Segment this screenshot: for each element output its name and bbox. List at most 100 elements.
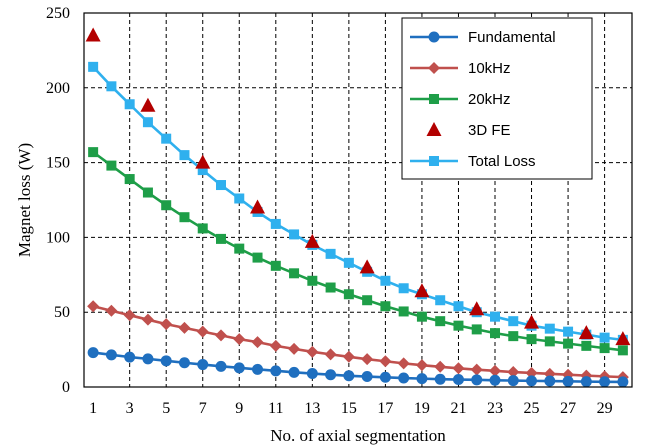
x-tick-label: 1 — [89, 400, 97, 417]
data-point-total-loss — [216, 180, 226, 191]
legend-box — [401, 17, 593, 180]
data-point-fundamental — [361, 371, 373, 383]
data-point-fundamental — [434, 373, 446, 385]
legend: Fundamental 10kHz 20kHz 3D FE Total Loss — [401, 17, 593, 180]
data-point-20khz — [453, 320, 464, 331]
data-point-fundamental — [416, 373, 428, 385]
data-point-3d-fe — [85, 27, 101, 42]
data-point-20khz — [307, 275, 318, 286]
data-point-20khz — [398, 306, 409, 317]
series-3d-fe — [85, 27, 631, 346]
data-point-10khz — [525, 366, 538, 379]
data-point-10khz — [105, 304, 118, 317]
data-point-20khz — [106, 160, 117, 171]
data-point-10khz — [361, 353, 374, 366]
data-point-fundamental — [233, 362, 245, 374]
data-point-10khz — [415, 359, 428, 372]
data-point-fundamental — [270, 365, 282, 377]
x-tick-label: 17 — [377, 400, 393, 417]
data-point-10khz — [434, 360, 447, 373]
data-point-total-loss — [88, 61, 99, 72]
legend-item-3d-fe: 3D FE — [426, 122, 511, 139]
legend-item-fundamental: Fundamental — [410, 29, 556, 46]
x-tick-label: 13 — [304, 400, 320, 417]
data-point-fundamental — [160, 355, 172, 367]
plot-frame — [83, 12, 633, 388]
data-point-total-loss — [435, 295, 446, 306]
data-point-total-loss — [398, 283, 409, 294]
series-fundamental — [87, 347, 629, 388]
data-point-20khz — [142, 187, 153, 198]
data-point-3d-fe — [140, 97, 156, 112]
data-point-fundamental — [471, 374, 483, 386]
data-point-10khz — [141, 313, 154, 326]
x-axis-label: No. of axial segmentation — [270, 426, 446, 445]
data-point-20khz — [270, 260, 281, 271]
x-tick-label: 21 — [450, 400, 466, 417]
data-point-total-loss — [599, 332, 610, 343]
legend-swatch-marker — [428, 62, 440, 74]
data-point-fundamental — [124, 351, 136, 363]
data-point-total-loss — [161, 133, 172, 144]
legend-label: Total Loss — [468, 153, 536, 170]
data-point-3d-fe — [195, 154, 211, 169]
data-point-3d-fe — [615, 331, 631, 346]
legend-label: 3D FE — [468, 122, 511, 139]
data-point-total-loss — [490, 311, 500, 322]
data-point-10khz — [178, 321, 191, 334]
data-point-3d-fe — [250, 199, 266, 214]
data-point-total-loss — [197, 165, 208, 176]
data-point-20khz — [490, 328, 500, 339]
data-point-fundamental — [526, 375, 538, 387]
data-point-10khz — [215, 329, 227, 342]
data-point-total-loss — [106, 81, 117, 92]
data-point-fundamental — [562, 375, 574, 387]
x-tick-label: 15 — [341, 400, 357, 417]
legend-label: Fundamental — [468, 29, 556, 46]
data-point-10khz — [123, 309, 136, 322]
data-point-10khz — [452, 362, 465, 375]
data-point-10khz — [251, 336, 264, 349]
data-point-fundamental — [507, 375, 519, 387]
data-point-20khz — [581, 340, 592, 351]
data-point-fundamental — [379, 371, 391, 383]
x-tick-label: 23 — [487, 400, 503, 417]
data-point-20khz — [343, 289, 354, 300]
legend-swatch-marker — [426, 122, 442, 136]
data-point-total-loss — [380, 275, 391, 286]
data-point-total-loss — [343, 257, 354, 268]
data-point-fundamental — [306, 368, 318, 380]
data-point-total-loss — [270, 218, 281, 229]
x-tick-label: 7 — [199, 400, 207, 417]
data-point-fundamental — [142, 353, 154, 365]
y-tick-label: 250 — [46, 5, 70, 22]
data-point-3d-fe — [359, 259, 375, 274]
data-point-10khz — [397, 357, 410, 370]
data-point-fundamental — [343, 370, 355, 382]
data-point-fundamental — [178, 357, 190, 369]
legend-swatch-marker — [429, 94, 439, 104]
data-point-20khz — [252, 252, 263, 263]
data-point-total-loss — [325, 248, 336, 259]
legend-item-total-loss: Total Loss — [410, 153, 536, 170]
x-tick-label: 25 — [524, 400, 540, 417]
data-point-total-loss — [544, 323, 555, 334]
data-point-20khz — [325, 282, 336, 293]
data-point-total-loss — [453, 301, 464, 312]
data-point-20khz — [563, 338, 574, 349]
data-point-20khz — [416, 311, 427, 322]
data-point-20khz — [216, 233, 226, 244]
data-point-20khz — [508, 331, 519, 342]
data-point-10khz — [269, 339, 282, 352]
data-point-3d-fe — [578, 325, 594, 340]
x-tick-label: 27 — [560, 400, 576, 417]
data-point-20khz — [599, 343, 610, 354]
data-point-10khz — [379, 355, 392, 368]
x-tick-label: 19 — [414, 400, 430, 417]
series-layer — [85, 27, 631, 388]
data-point-20khz — [197, 223, 208, 234]
y-tick-label: 150 — [46, 155, 70, 172]
x-tick-label: 9 — [235, 400, 243, 417]
data-point-total-loss — [179, 150, 190, 161]
